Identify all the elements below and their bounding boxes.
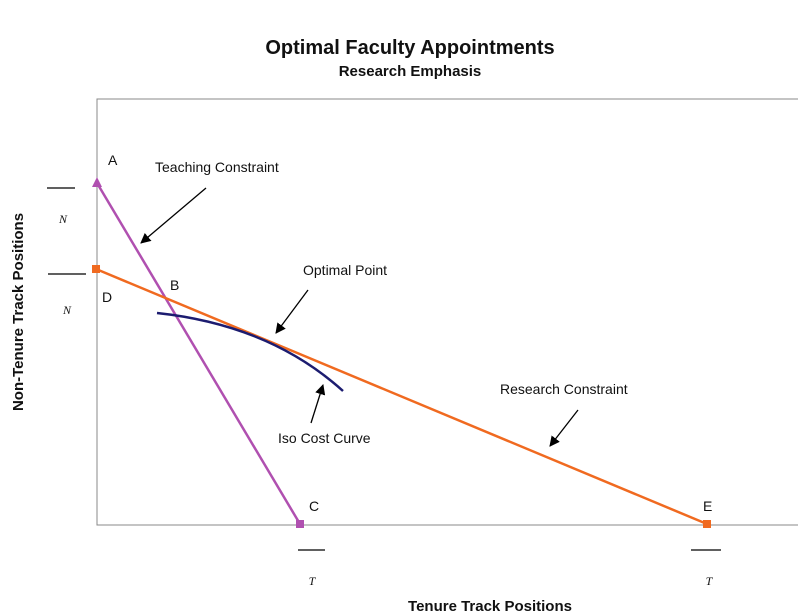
research-line	[95, 267, 708, 526]
point-c-marker	[296, 520, 304, 528]
y-axis-label: Non-Tenure Track Positions	[10, 213, 27, 411]
point-label: E	[703, 498, 712, 514]
point-label: D	[102, 289, 112, 305]
point-d-marker	[92, 265, 100, 273]
point-label: B	[170, 277, 179, 293]
plot-frame	[96, 98, 798, 526]
point-a-marker	[92, 177, 102, 187]
x-tick-label: T	[706, 574, 714, 588]
point-e-marker	[703, 520, 711, 528]
x-axis-label: Tenure Track Positions	[408, 598, 572, 615]
y-tick-label: N	[58, 212, 68, 226]
annotation: Iso Cost Curve	[278, 430, 371, 446]
point-label: A	[108, 152, 118, 168]
annotation: Teaching Constraint	[155, 159, 279, 175]
title: Optimal Faculty Appointments	[265, 37, 554, 59]
arrow	[140, 187, 207, 244]
teaching-line	[95, 182, 302, 525]
subtitle: Research Emphasis	[339, 63, 482, 80]
annotation: Research Constraint	[500, 381, 628, 397]
x-tick-label: T	[309, 574, 317, 588]
arrow	[275, 289, 309, 334]
annotation: Optimal Point	[303, 262, 387, 278]
arrow	[310, 384, 326, 424]
iso-cost-curve	[156, 311, 344, 392]
y-tick-label: N	[62, 303, 72, 317]
arrow	[549, 409, 579, 447]
point-label: C	[309, 498, 319, 514]
